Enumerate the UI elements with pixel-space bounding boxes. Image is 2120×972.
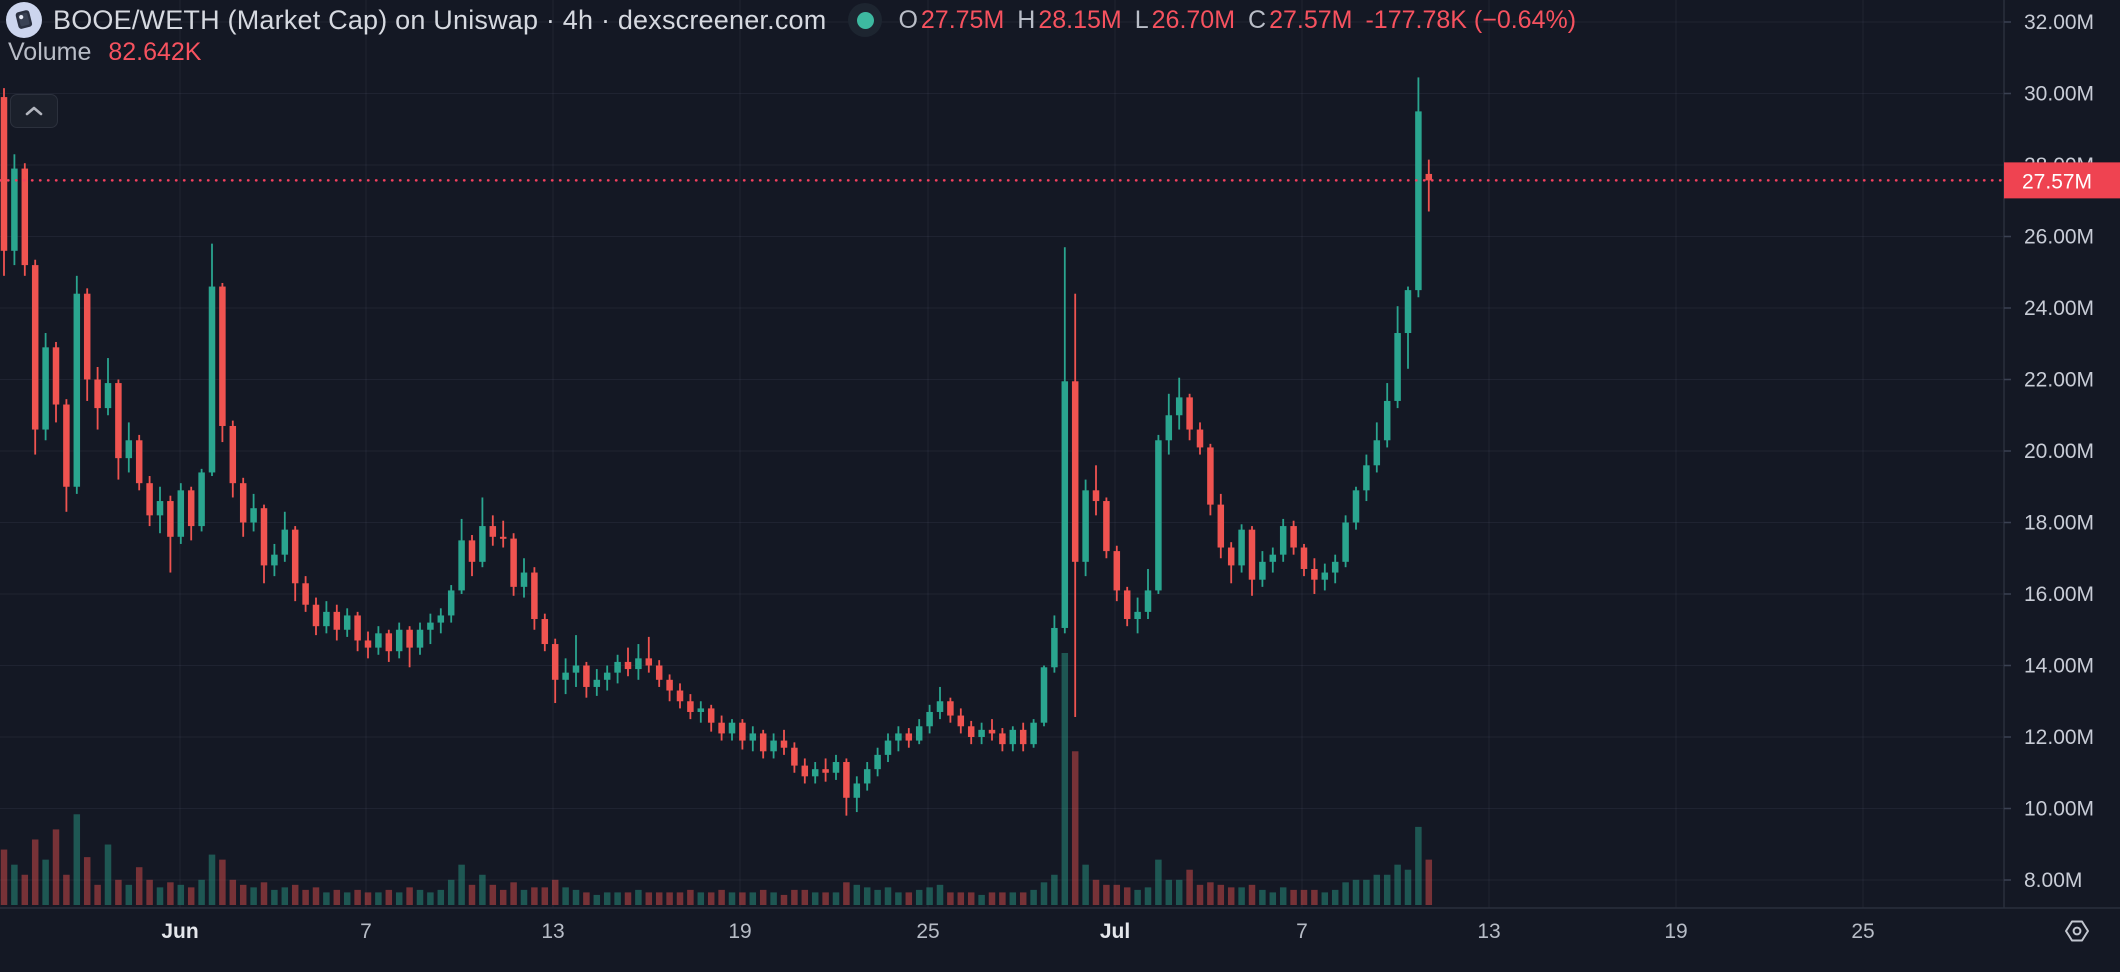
ohlc-close: C 27.57M	[1248, 5, 1353, 34]
svg-text:8.00M: 8.00M	[2024, 869, 2082, 892]
svg-text:27.57M: 27.57M	[2022, 170, 2092, 193]
svg-text:20.00M: 20.00M	[2024, 440, 2094, 463]
ohlc-low: L 26.70M	[1134, 5, 1236, 34]
svg-text:25: 25	[916, 920, 939, 943]
volume-value: 82.642K	[108, 38, 202, 66]
svg-text:19: 19	[728, 920, 751, 943]
time-axis[interactable]: Jun 7 13 19 25 Jul 7 13 19 25	[161, 920, 1874, 943]
svg-text:24.00M: 24.00M	[2024, 297, 2094, 320]
pair-title: BOOE/WETH (Market Cap) on Uniswap · 4h ·…	[53, 4, 827, 35]
svg-text:25: 25	[1851, 920, 1874, 943]
dexscreener-logo-icon	[6, 2, 42, 38]
ohlc-high: H 28.15M	[1017, 5, 1122, 34]
chevron-up-icon	[25, 106, 43, 116]
svg-text:Jun: Jun	[161, 920, 198, 943]
svg-text:32.00M: 32.00M	[2024, 11, 2094, 34]
volume-label: Volume	[8, 38, 92, 66]
svg-text:7: 7	[1296, 920, 1308, 943]
price-axis[interactable]: 32.00M30.00M28.00M26.00M24.00M22.00M20.0…	[2004, 11, 2094, 892]
svg-text:16.00M: 16.00M	[2024, 583, 2094, 606]
gear-icon	[2065, 920, 2089, 942]
volume-bars	[0, 653, 1433, 905]
svg-text:22.00M: 22.00M	[2024, 369, 2094, 392]
chart-legend: BOOE/WETH (Market Cap) on Uniswap · 4h ·…	[6, 2, 1576, 38]
svg-text:30.00M: 30.00M	[2024, 83, 2094, 106]
collapse-legend-button[interactable]	[10, 94, 58, 128]
svg-text:13: 13	[1477, 920, 1500, 943]
candles-layer	[0, 77, 1433, 816]
svg-text:19: 19	[1664, 920, 1687, 943]
live-indicator	[848, 3, 883, 37]
ohlc-readout: O 27.75M H 28.15M L 26.70M C 27.57M -177.78K…	[898, 6, 1576, 35]
last-price-badge: 27.57M	[2004, 162, 2120, 199]
svg-text:7: 7	[360, 920, 372, 943]
live-dot-icon	[856, 11, 874, 29]
svg-text:26.00M: 26.00M	[2024, 226, 2094, 249]
svg-text:18.00M: 18.00M	[2024, 512, 2094, 535]
ohlc-open: O 27.75M	[898, 5, 1005, 34]
svg-text:14.00M: 14.00M	[2024, 655, 2094, 678]
svg-text:13: 13	[541, 920, 564, 943]
price-scale-settings-button[interactable]	[2060, 914, 2094, 948]
svg-text:Jul: Jul	[1100, 920, 1130, 943]
axes[interactable]: 32.00M30.00M28.00M26.00M24.00M22.00M20.0…	[0, 0, 2120, 943]
ohlc-change: -177.78K (−0.64%)	[1365, 5, 1577, 34]
grid-lines	[0, 0, 2004, 908]
svg-text:10.00M: 10.00M	[2024, 798, 2094, 821]
volume-readout: Volume 82.642K	[8, 38, 201, 67]
svg-text:12.00M: 12.00M	[2024, 726, 2094, 749]
